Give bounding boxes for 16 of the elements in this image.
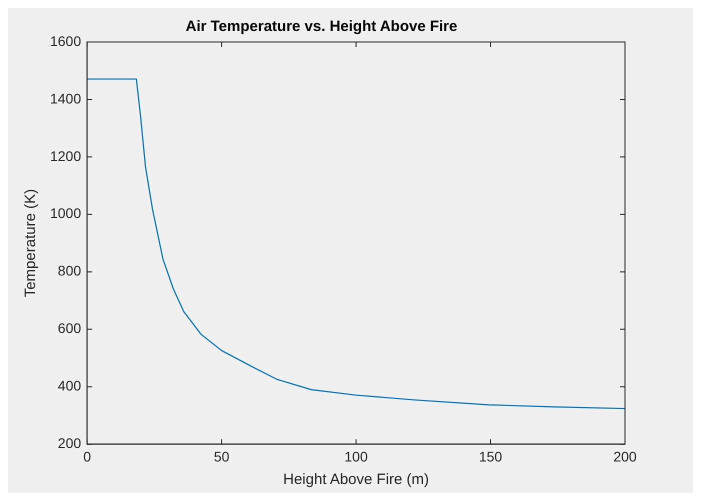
y-tick-label: 600 <box>58 320 82 336</box>
y-tick-label: 400 <box>58 378 82 394</box>
y-tick-label: 1400 <box>50 90 82 106</box>
y-tick-label: 1600 <box>50 32 82 49</box>
y-tick-label: 800 <box>58 262 82 279</box>
x-tick-label: 0 <box>83 448 92 464</box>
x-axis-title: Height Above Fire (m) <box>283 471 430 488</box>
x-tick-label: 150 <box>478 448 502 464</box>
x-tick-label: 200 <box>613 448 637 464</box>
chart-title: Air Temperature vs. Height Above Fire <box>186 18 458 36</box>
y-tick-label: 1200 <box>50 148 82 164</box>
y-tick-label: 200 <box>58 435 82 452</box>
y-axis-title: Temperature (K) <box>22 188 40 298</box>
x-tick-label: 50 <box>214 448 230 464</box>
x-tick-label: 100 <box>344 448 368 464</box>
y-tick-label: 1000 <box>50 205 82 222</box>
